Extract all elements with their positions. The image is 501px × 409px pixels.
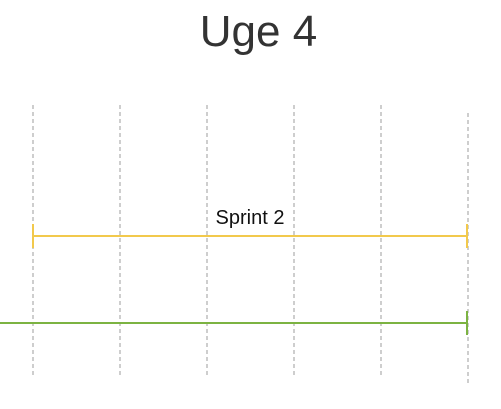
page-title: Uge 4 (199, 7, 318, 56)
sprint-bar[interactable]: Sprint 2 (32, 207, 468, 248)
green-bar[interactable] (0, 311, 468, 335)
gridlines (32, 105, 469, 385)
sprint-bar-label: Sprint 2 (216, 207, 285, 229)
